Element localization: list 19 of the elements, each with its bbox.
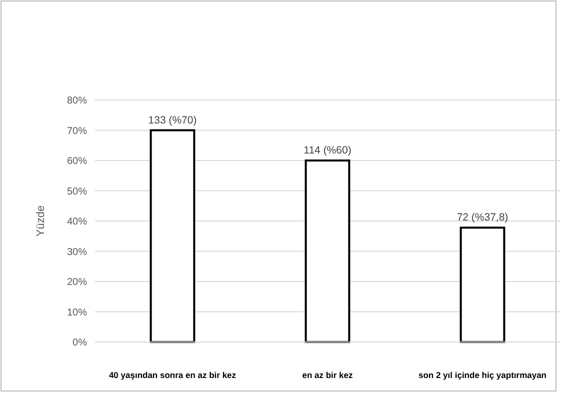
x-tick-label: 40 yaşından sonra en az bir kez xyxy=(108,370,236,380)
bar xyxy=(150,129,196,343)
y-tick-label: 70% xyxy=(66,126,88,137)
y-axis-title: Yüzde xyxy=(35,205,47,237)
data-label: 133 (%70) xyxy=(148,114,197,126)
y-tick-label: 40% xyxy=(66,216,88,228)
data-label: 114 (%60) xyxy=(304,144,352,156)
y-tick-label: 10% xyxy=(66,307,88,318)
bar xyxy=(460,226,506,343)
y-tick-label: 20% xyxy=(66,277,88,288)
y-tick-label: 80% xyxy=(66,96,88,106)
x-tick-label: son 2 yıl içinde hiç yaptırmayan xyxy=(418,370,547,380)
y-tick-label: 60% xyxy=(66,156,88,167)
y-tick-label: 30% xyxy=(66,246,88,258)
y-tick-label: 50% xyxy=(66,186,88,198)
y-tick-label: 0% xyxy=(72,338,88,348)
bar xyxy=(304,160,350,343)
x-tick-label: en az bir kez xyxy=(302,370,353,380)
data-label: 72 (%37,8) xyxy=(456,212,508,224)
